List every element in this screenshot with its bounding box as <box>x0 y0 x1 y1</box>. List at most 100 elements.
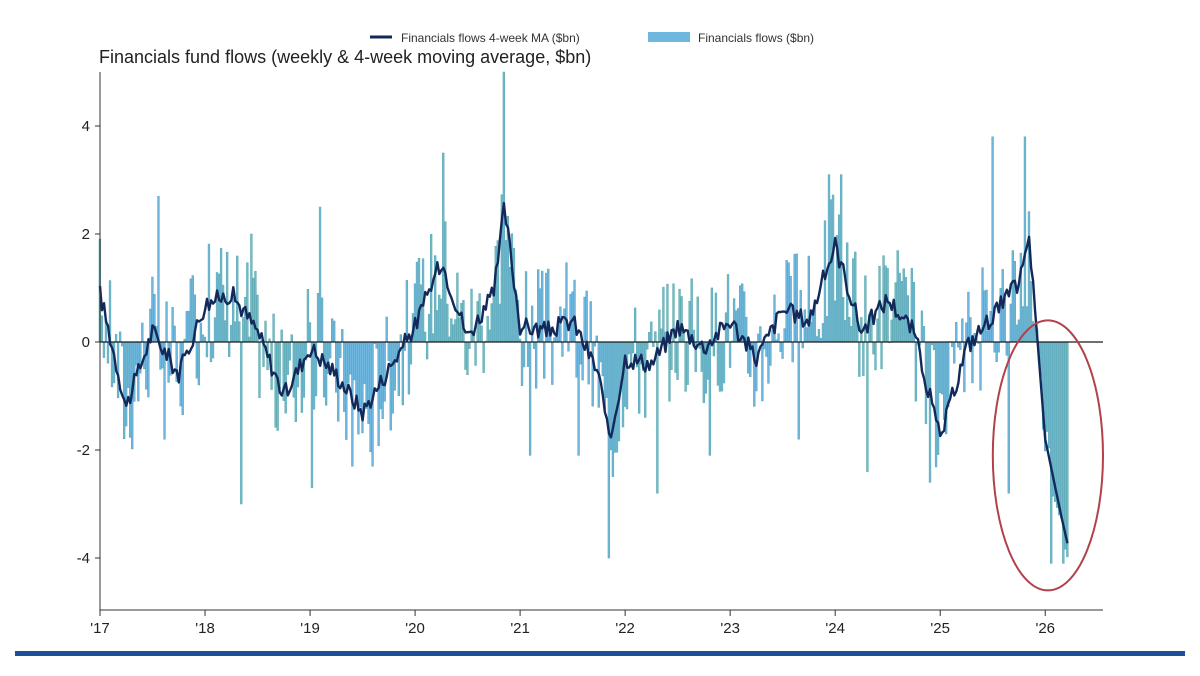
y-tick-label: 0 <box>82 334 90 351</box>
weekly-bar <box>1009 303 1012 343</box>
weekly-bar <box>880 341 883 370</box>
weekly-bar <box>199 322 203 343</box>
weekly-bar <box>633 307 637 343</box>
weekly-bar <box>561 341 564 357</box>
weekly-bar <box>466 341 469 376</box>
weekly-bar <box>367 341 370 424</box>
weekly-bar <box>646 341 649 350</box>
weekly-bar <box>322 341 326 398</box>
weekly-bar <box>559 306 562 343</box>
weekly-bar <box>690 278 693 343</box>
weekly-bar <box>573 279 576 343</box>
weekly-bar <box>708 341 712 456</box>
weekly-bar <box>173 325 176 343</box>
weekly-bar <box>961 318 964 343</box>
weekly-bar <box>127 341 130 388</box>
weekly-bar <box>676 341 679 380</box>
weekly-bar <box>114 334 118 343</box>
weekly-bar <box>530 305 534 343</box>
weekly-bar <box>967 291 970 343</box>
weekly-bar <box>686 341 689 385</box>
x-tick-label: '19 <box>300 620 320 637</box>
weekly-bar <box>217 273 221 343</box>
weekly-bar <box>997 341 1000 353</box>
weekly-bar <box>1066 341 1069 558</box>
weekly-bar <box>153 294 156 343</box>
weekly-bar <box>409 341 413 365</box>
weekly-bar <box>357 341 360 435</box>
weekly-bar <box>328 341 332 359</box>
weekly-bar <box>355 341 358 397</box>
weekly-bar <box>492 293 495 343</box>
weekly-bar <box>324 341 328 406</box>
weekly-bar <box>947 341 950 408</box>
weekly-bar <box>250 233 253 343</box>
weekly-bar <box>120 341 124 347</box>
weekly-bar <box>252 277 255 343</box>
weekly-bar <box>957 341 960 348</box>
weekly-bar <box>765 341 768 357</box>
weekly-bar <box>793 254 796 343</box>
weekly-bar <box>294 341 297 422</box>
weekly-bar <box>369 341 372 453</box>
weekly-bar <box>526 341 530 367</box>
weekly-bar <box>363 341 366 385</box>
weekly-bar <box>377 341 380 446</box>
weekly-bar <box>464 341 467 370</box>
weekly-bar <box>100 315 104 343</box>
weekly-bar <box>236 255 239 343</box>
weekly-bar <box>876 318 879 343</box>
x-tick-label: '21 <box>510 620 530 637</box>
weekly-bar <box>831 194 835 343</box>
weekly-bar <box>129 341 132 438</box>
weekly-bar <box>195 341 199 379</box>
weekly-bar <box>577 341 580 456</box>
weekly-bar <box>684 341 687 392</box>
weekly-bar <box>844 320 847 343</box>
weekly-bar <box>165 301 168 343</box>
legend-bars-swatch <box>648 32 690 42</box>
weekly-bar <box>652 341 655 347</box>
weekly-bar <box>102 341 106 358</box>
weekly-bar <box>474 341 477 366</box>
weekly-bar <box>106 341 110 364</box>
weekly-bar <box>650 321 653 343</box>
weekly-bar <box>648 332 651 343</box>
weekly-bar <box>696 296 699 343</box>
weekly-bar <box>979 341 982 391</box>
weekly-bar <box>829 199 833 343</box>
x-tick-label: '26 <box>1035 620 1055 637</box>
y-axis-ticks: 4 2 0 -2 -4 <box>77 118 100 567</box>
weekly-bar <box>848 316 851 343</box>
weekly-bar <box>821 323 825 343</box>
weekly-bar <box>286 341 289 375</box>
weekly-bar <box>953 341 956 364</box>
y-tick-label: -4 <box>77 550 90 567</box>
weekly-bar <box>1048 341 1051 449</box>
weekly-bar <box>631 341 635 354</box>
weekly-bar <box>668 341 671 402</box>
weekly-bar <box>759 326 762 343</box>
weekly-bar <box>722 341 726 384</box>
weekly-bar <box>745 316 748 343</box>
weekly-bar <box>415 261 419 343</box>
weekly-bar <box>864 275 867 343</box>
weekly-bar <box>310 341 314 489</box>
weekly-bar <box>932 341 936 351</box>
weekly-bar <box>405 280 409 343</box>
weekly-bar <box>595 335 598 343</box>
weekly-bar <box>407 341 411 395</box>
weekly-bar <box>228 341 231 357</box>
weekly-bar <box>575 341 578 378</box>
x-tick-label: '17 <box>90 620 110 637</box>
weekly-bar <box>300 341 304 413</box>
ma-series-line <box>98 201 1069 544</box>
weekly-bar <box>951 341 954 347</box>
weekly-bar <box>611 341 615 477</box>
weekly-bars <box>98 71 1069 564</box>
weekly-bar <box>815 336 819 343</box>
weekly-bar <box>922 326 926 343</box>
weekly-bar <box>223 320 227 343</box>
y-tick-label: -2 <box>77 442 90 459</box>
